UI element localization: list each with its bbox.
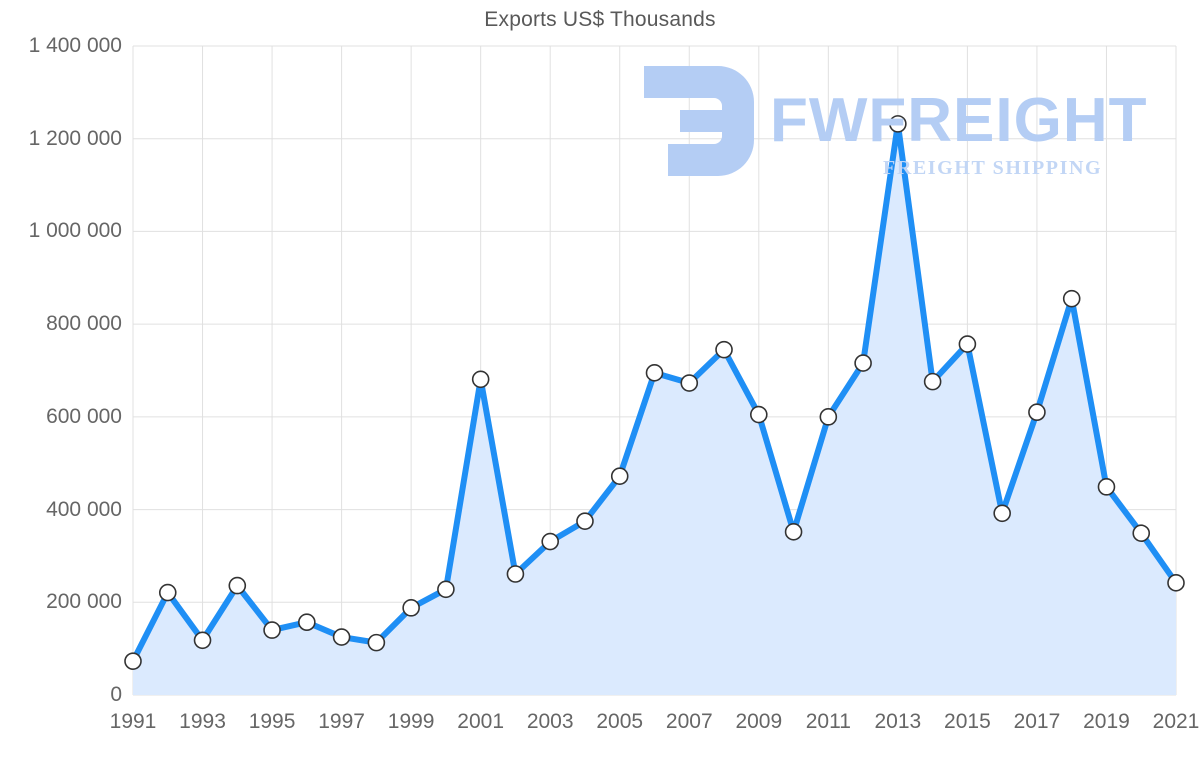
data-point-marker[interactable]: [680, 374, 699, 392]
x-axis-tick-label: 1999: [387, 710, 435, 733]
area-fill: [133, 123, 1176, 695]
x-axis-tick-label: 2007: [665, 710, 713, 733]
data-point-marker[interactable]: [958, 335, 977, 353]
y-axis-tick-label: 0: [110, 683, 122, 706]
data-point-marker[interactable]: [819, 408, 838, 426]
x-axis-tick-label: 1997: [318, 710, 365, 733]
x-axis-tick-label: 2001: [457, 710, 505, 733]
data-point-marker[interactable]: [923, 372, 942, 391]
data-point-marker[interactable]: [332, 628, 351, 646]
data-point-marker[interactable]: [506, 565, 525, 583]
data-point-marker[interactable]: [367, 633, 386, 652]
x-axis-tick-label: 2003: [526, 710, 574, 733]
x-axis-tick-label: 1991: [109, 710, 157, 733]
data-point-marker[interactable]: [715, 340, 733, 359]
data-point-marker[interactable]: [228, 576, 247, 595]
data-point-marker[interactable]: [263, 621, 281, 639]
data-point-marker[interactable]: [437, 580, 455, 599]
x-axis-tick-label: 2019: [1083, 710, 1130, 733]
data-point-marker[interactable]: [1028, 403, 1046, 422]
data-point-marker[interactable]: [1132, 524, 1151, 543]
x-axis-tick-label: 2011: [805, 710, 851, 733]
x-axis-tick-label: 2021: [1152, 710, 1200, 733]
data-point-marker[interactable]: [610, 467, 629, 485]
data-point-marker[interactable]: [645, 364, 664, 382]
data-point-marker[interactable]: [854, 354, 872, 372]
data-point-marker[interactable]: [576, 512, 594, 530]
data-point-marker[interactable]: [1062, 289, 1081, 308]
y-axis-tick-label: 1 400 000: [28, 34, 122, 57]
data-point-marker[interactable]: [784, 523, 803, 541]
y-axis-tick-label: 600 000: [46, 404, 122, 428]
data-point-marker[interactable]: [471, 370, 490, 389]
y-axis-tick-label: 200 000: [46, 590, 122, 614]
x-axis-tick-label: 2013: [874, 710, 922, 733]
x-axis-tick-label: 2017: [1013, 710, 1061, 733]
chart-title: Exports US$ Thousands: [484, 8, 716, 31]
data-point-marker[interactable]: [1097, 478, 1116, 496]
data-point-marker[interactable]: [193, 631, 212, 650]
data-point-marker[interactable]: [158, 583, 177, 602]
x-axis-tick-label: 2005: [596, 710, 644, 733]
data-point-markers[interactable]: [124, 115, 1185, 670]
y-axis-tick-label: 800 000: [46, 312, 122, 336]
x-axis-tick-label: 2015: [944, 710, 991, 733]
y-axis-tick-label: 1 200 000: [28, 126, 122, 150]
y-axis-tick-label: 400 000: [46, 497, 122, 521]
data-point-marker[interactable]: [889, 115, 907, 133]
x-axis-tick-label: 1993: [179, 710, 226, 733]
x-axis-tick-label: 1995: [248, 710, 296, 733]
data-point-marker[interactable]: [1167, 574, 1185, 592]
data-point-marker[interactable]: [541, 532, 560, 551]
data-point-marker[interactable]: [402, 599, 420, 617]
data-point-marker[interactable]: [124, 652, 142, 670]
x-axis-tick-label: 2009: [735, 710, 783, 733]
data-point-marker[interactable]: [749, 405, 768, 424]
y-axis-tick-label: 1 000 000: [28, 219, 122, 243]
data-point-marker[interactable]: [298, 613, 316, 632]
data-point-marker[interactable]: [993, 504, 1011, 523]
